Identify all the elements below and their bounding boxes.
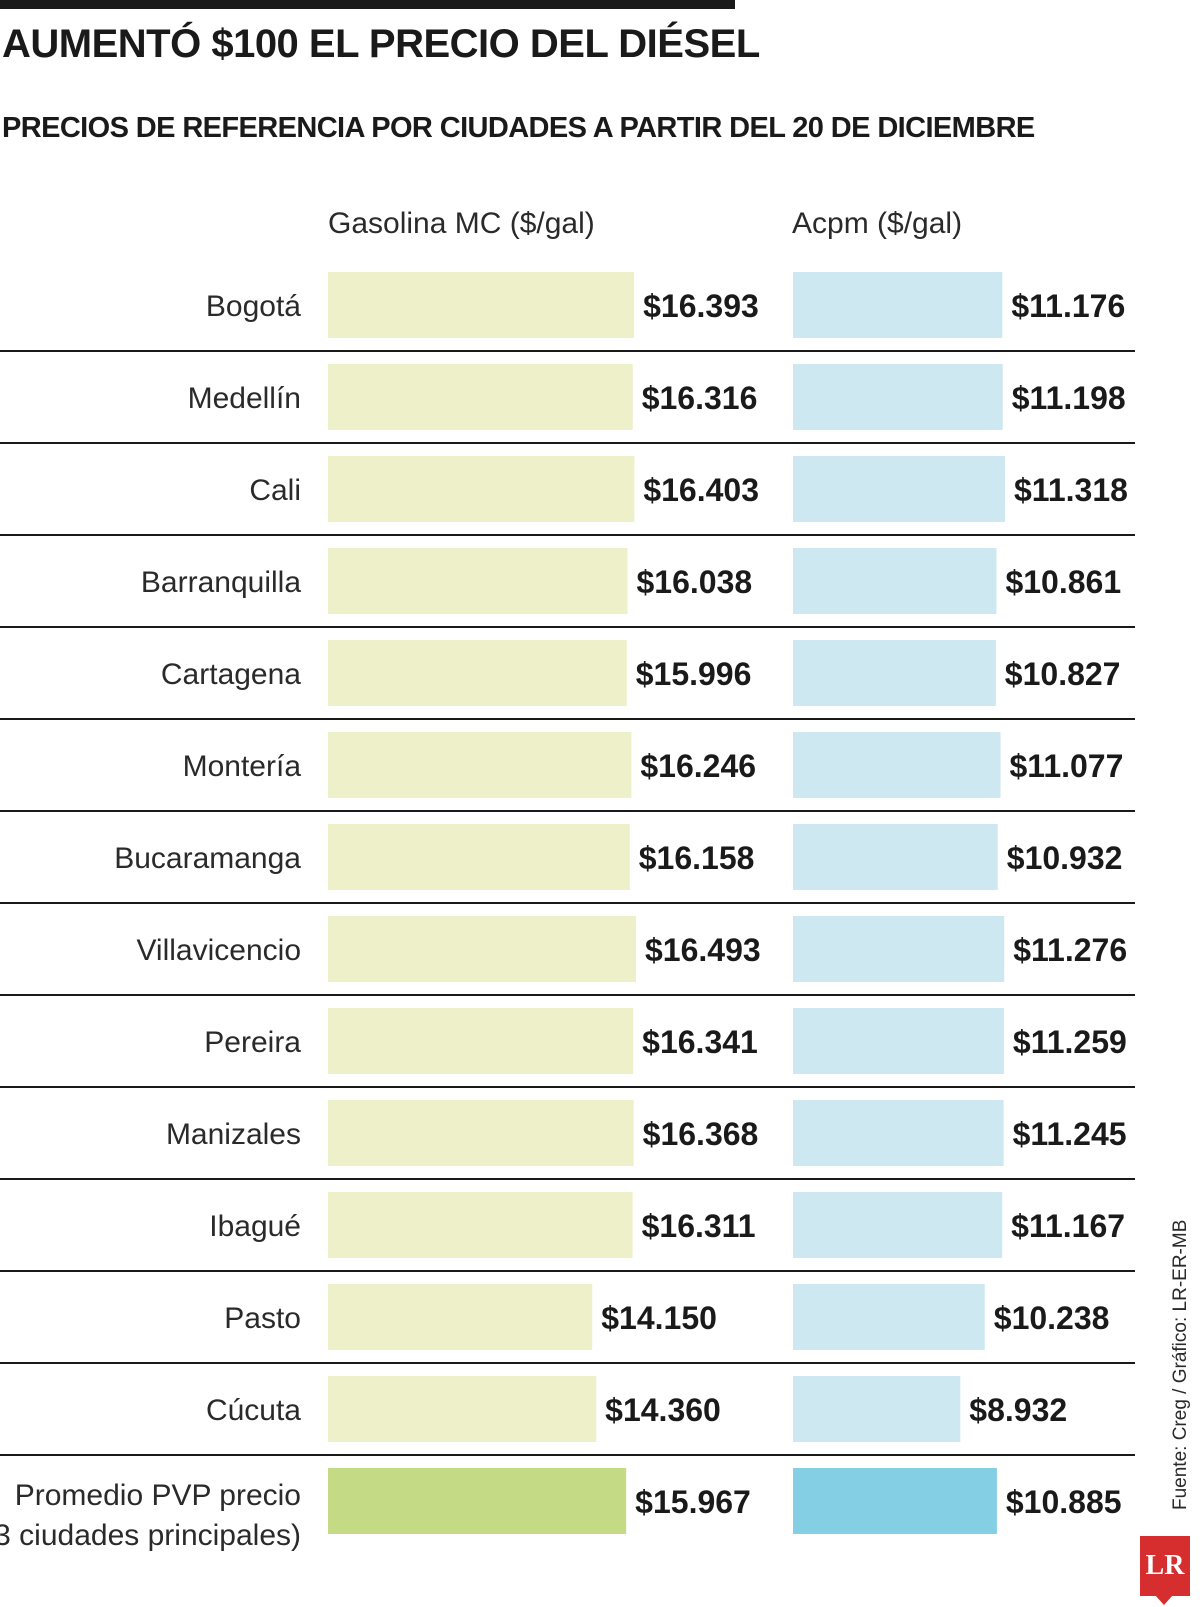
acpm-bar <box>793 456 1005 522</box>
acpm-bar <box>793 732 1001 798</box>
acpm-bar <box>793 824 998 890</box>
acpm-bar <box>793 1376 961 1442</box>
gasolina-column-header: Gasolina MC ($/gal) <box>328 207 595 240</box>
acpm-bar <box>793 1468 997 1534</box>
gasolina-bar <box>328 1008 634 1074</box>
gasolina-value-label: $16.368 <box>643 1116 759 1152</box>
category-label: Cúcuta <box>206 1394 301 1427</box>
gasolina-bar <box>328 1376 597 1442</box>
gasolina-value-label: $16.311 <box>642 1208 756 1244</box>
acpm-bar <box>793 272 1003 338</box>
category-label: Cartagena <box>161 658 301 691</box>
acpm-bar <box>793 1284 985 1350</box>
acpm-bar <box>793 364 1003 430</box>
acpm-value-label: $10.861 <box>1005 564 1121 600</box>
gasolina-value-label: $16.403 <box>643 472 759 508</box>
acpm-value-label: $10.827 <box>1005 656 1121 692</box>
acpm-value-label: $10.885 <box>1006 1484 1122 1520</box>
acpm-value-label: $11.259 <box>1013 1024 1127 1060</box>
gasolina-value-label: $16.341 <box>642 1024 758 1060</box>
acpm-bar <box>793 1192 1003 1258</box>
chart-subtitle: PRECIOS DE REFERENCIA POR CIUDADES A PAR… <box>2 112 1035 144</box>
gasolina-value-label: $16.393 <box>643 288 759 324</box>
gasolina-value-label: $16.246 <box>640 748 756 784</box>
acpm-column-header: Acpm ($/gal) <box>792 207 963 240</box>
acpm-bar <box>793 548 997 614</box>
gasolina-value-label: $15.996 <box>636 656 752 692</box>
gasolina-bar <box>328 1468 627 1534</box>
gasolina-value-label: $14.150 <box>601 1300 717 1336</box>
lr-logo: LR <box>1140 1536 1190 1605</box>
acpm-bar <box>793 1008 1004 1074</box>
acpm-value-label: $10.932 <box>1007 840 1123 876</box>
category-label: Medellín <box>188 382 301 415</box>
gasolina-bar <box>328 272 635 338</box>
acpm-bar <box>793 1100 1004 1166</box>
gasolina-value-label: $15.967 <box>635 1484 751 1520</box>
category-label: Manizales <box>166 1118 301 1151</box>
acpm-value-label: $10.238 <box>994 1300 1110 1336</box>
category-label: Bucaramanga <box>114 842 301 875</box>
top-rule <box>0 0 735 9</box>
chart-title: AUMENTÓ $100 EL PRECIO DEL DIÉSEL <box>2 22 760 66</box>
gasolina-value-label: $16.158 <box>639 840 755 876</box>
category-label: Bogotá <box>206 290 301 323</box>
gasolina-value-label: $16.316 <box>642 380 758 416</box>
gasolina-value-label: $16.493 <box>645 932 761 968</box>
category-label: Pereira <box>204 1026 301 1059</box>
acpm-value-label: $8.932 <box>969 1392 1067 1428</box>
gasolina-bar <box>328 824 630 890</box>
gasolina-bar <box>328 640 627 706</box>
gasolina-bar <box>328 1100 634 1166</box>
gasolina-bar <box>328 456 635 522</box>
acpm-value-label: $11.176 <box>1011 288 1125 324</box>
gasolina-value-label: $16.038 <box>637 564 753 600</box>
source-credit: Fuente: Creg / Gráfico: LR-ER-MB <box>1170 1219 1191 1510</box>
gasolina-bar <box>328 1192 633 1258</box>
acpm-value-label: $11.245 <box>1013 1116 1127 1152</box>
category-label: Cali <box>249 474 301 507</box>
acpm-bar <box>793 916 1005 982</box>
gasolina-value-label: $14.360 <box>605 1392 721 1428</box>
category-label: Barranquilla <box>141 566 301 599</box>
gasolina-bar <box>328 916 636 982</box>
category-label: Ibagué <box>209 1210 301 1243</box>
acpm-bar <box>793 640 996 706</box>
acpm-value-label: $11.198 <box>1012 380 1126 416</box>
gasolina-bar <box>328 364 633 430</box>
acpm-value-label: $11.077 <box>1009 748 1123 784</box>
category-label: Villavicencio <box>136 934 301 967</box>
category-label: Montería <box>183 750 302 783</box>
gasolina-bar <box>328 548 628 614</box>
acpm-value-label: $11.276 <box>1013 932 1127 968</box>
category-label: Promedio PVP precio (13 ciudades principa… <box>0 1479 301 1552</box>
gasolina-bar <box>328 1284 593 1350</box>
category-label: Pasto <box>224 1302 301 1335</box>
acpm-value-label: $11.167 <box>1011 1208 1125 1244</box>
acpm-value-label: $11.318 <box>1014 472 1128 508</box>
gasolina-bar <box>328 732 632 798</box>
